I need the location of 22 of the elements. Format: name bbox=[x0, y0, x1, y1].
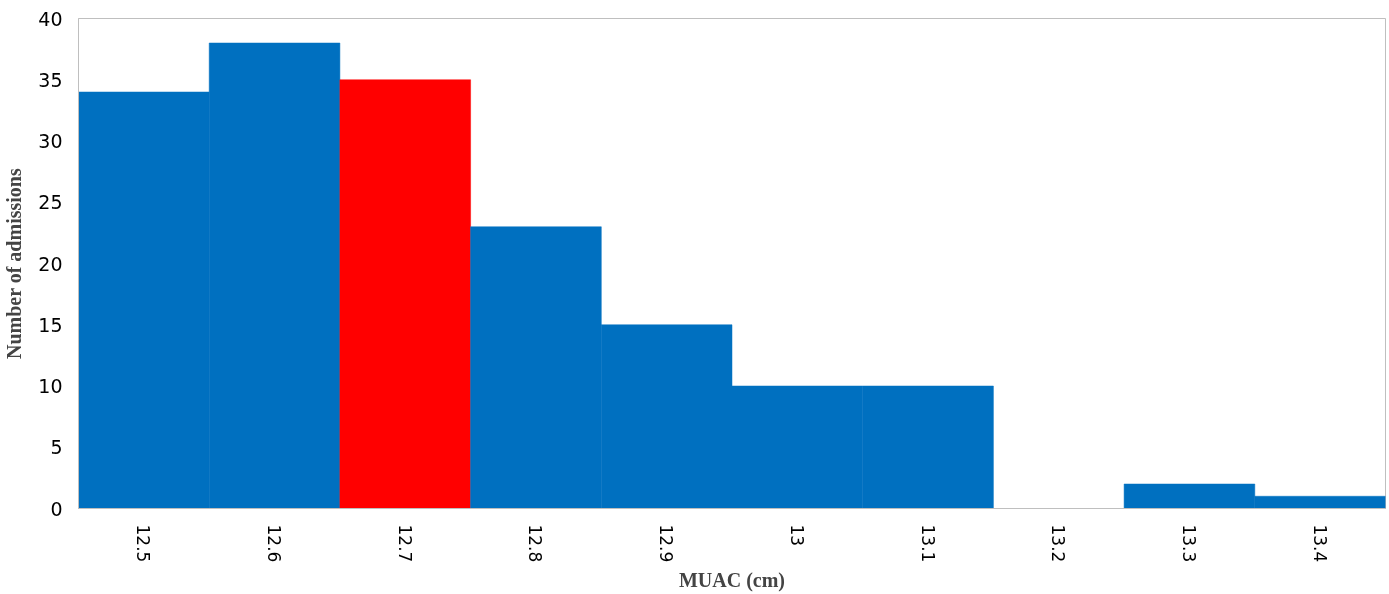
y-axis-title: Number of admissions bbox=[3, 168, 26, 360]
y-tick-label: 30 bbox=[38, 130, 63, 152]
x-tick-label: 13.3 bbox=[1178, 524, 1199, 563]
y-tick-label: 10 bbox=[38, 375, 63, 397]
x-tick-label: 12.6 bbox=[264, 524, 285, 563]
x-tick-label: 12.9 bbox=[656, 524, 677, 563]
x-tick-label: 12.5 bbox=[133, 524, 154, 563]
x-tick-label: 13 bbox=[786, 524, 807, 547]
y-tick-label: 40 bbox=[38, 7, 63, 30]
bar bbox=[339, 79, 471, 509]
y-tick-label: 15 bbox=[38, 313, 63, 336]
x-tick-label: 12.8 bbox=[525, 524, 546, 563]
x-tick-label: 13.2 bbox=[1048, 524, 1069, 563]
y-tick-label: 35 bbox=[38, 68, 63, 91]
x-axis-title: MUAC (cm) bbox=[678, 569, 786, 593]
y-tick-label: 5 bbox=[50, 436, 63, 459]
x-tick-label: 13.1 bbox=[917, 524, 938, 563]
y-tick-label: 0 bbox=[50, 497, 63, 520]
x-tick-label: 13.4 bbox=[1309, 524, 1330, 563]
y-tick-label: 25 bbox=[38, 191, 63, 214]
x-tick-label: 12.7 bbox=[394, 524, 415, 563]
y-tick-label: 20 bbox=[38, 252, 63, 275]
